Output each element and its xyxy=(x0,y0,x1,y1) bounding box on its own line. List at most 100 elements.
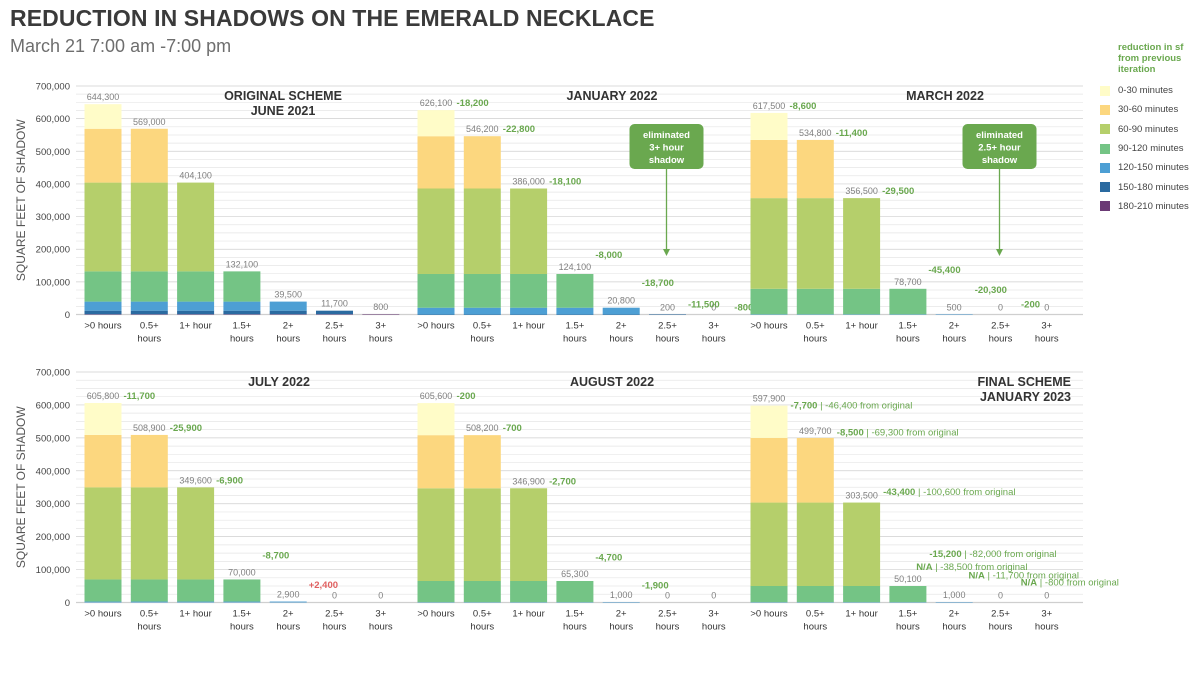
reduction-from-original: | -82,000 from original xyxy=(962,549,1057,560)
bar-total-label: 0 xyxy=(1044,591,1049,601)
bar-segment xyxy=(796,314,834,315)
bar-segment xyxy=(417,273,455,308)
y-tick-label: 200,000 xyxy=(36,245,70,256)
reduction-value: -800 xyxy=(734,303,753,314)
bar-segment xyxy=(843,314,881,315)
panel-title: JUNE 2021 xyxy=(251,104,316,118)
reduction-label: -18,700 xyxy=(642,278,674,289)
bar-segment xyxy=(750,586,788,603)
bar-segment xyxy=(417,188,455,274)
x-tick-label: hours xyxy=(230,622,254,633)
x-tick-label: hours xyxy=(369,622,393,633)
y-tick-label: 400,000 xyxy=(36,466,70,477)
reduction-from-original: | -100,600 from original xyxy=(915,487,1015,498)
x-tick-label: hours xyxy=(942,622,966,633)
reduction-label: -8,700 xyxy=(262,551,289,562)
x-tick-label: 1.5+ xyxy=(566,321,585,332)
reduction-label: N/A | -11,700 from original xyxy=(969,570,1080,581)
bar-segment xyxy=(84,182,122,272)
bar-total-label: 508,200 xyxy=(466,423,499,433)
bar-segment xyxy=(417,110,455,137)
reduction-value: -15,200 xyxy=(929,549,961,560)
bar-segment xyxy=(463,580,501,603)
legend-swatch xyxy=(1100,85,1110,96)
reduction-value: -8,000 xyxy=(595,250,622,261)
reduction-value: -18,700 xyxy=(642,278,674,289)
bar-segment xyxy=(843,288,881,315)
bar-segment xyxy=(417,136,455,189)
bar-segment xyxy=(84,434,122,488)
x-tick-label: hours xyxy=(803,622,827,633)
x-tick-label: hours xyxy=(896,622,920,633)
bar-total-label: 1,000 xyxy=(943,590,966,600)
bar-segment xyxy=(269,314,307,315)
bar-segment xyxy=(84,301,122,311)
legend-label: 120-150 minutes xyxy=(1118,162,1189,174)
x-tick-label: hours xyxy=(276,334,300,345)
bar-segment xyxy=(796,502,834,587)
bar-segment xyxy=(84,314,122,315)
reduction-label: -200 xyxy=(457,391,476,402)
bar-total-label: 0 xyxy=(1044,303,1049,313)
bar-segment xyxy=(84,601,122,603)
bar-segment xyxy=(935,314,973,315)
reduction-value: N/A xyxy=(916,562,933,573)
reduction-label: N/A | -800 from original xyxy=(1021,578,1119,589)
bar-segment xyxy=(750,502,788,587)
bar-total-label: 508,900 xyxy=(133,423,166,433)
bar-total-label: 11,700 xyxy=(321,299,348,309)
bar-segment xyxy=(935,602,973,603)
x-tick-label: hours xyxy=(1035,622,1059,633)
x-tick-label: hours xyxy=(369,334,393,345)
x-tick-label: 3+ xyxy=(708,321,719,332)
bar-segment xyxy=(510,273,548,308)
panel-title: ORIGINAL SCHEME xyxy=(224,89,342,103)
bar-segment xyxy=(463,602,501,603)
bar-segment xyxy=(130,271,168,302)
bar-total-label: 605,600 xyxy=(420,391,453,401)
x-tick-label: 3+ xyxy=(375,321,386,332)
bar-segment xyxy=(463,188,501,274)
bar-segment xyxy=(223,271,261,302)
x-tick-label: hours xyxy=(563,334,587,345)
y-tick-label: 100,000 xyxy=(36,565,70,576)
y-tick-label: 700,000 xyxy=(36,82,70,93)
bar-segment xyxy=(796,139,834,199)
y-tick-label: 500,000 xyxy=(36,433,70,444)
bar-total-label: 20,800 xyxy=(607,296,635,306)
x-tick-label: 2.5+ xyxy=(325,321,344,332)
legend-title: reduction in sf from previous iteration xyxy=(1118,42,1184,75)
bar-total-label: 1,000 xyxy=(610,590,633,600)
reduction-label: -29,500 xyxy=(882,186,914,197)
x-tick-label: 0.5+ xyxy=(140,609,159,620)
reduction-value: -11,500 xyxy=(688,300,720,311)
y-tick-label: 600,000 xyxy=(36,400,70,411)
y-tick-label: 100,000 xyxy=(36,277,70,288)
legend-label: 150-180 minutes xyxy=(1118,181,1189,193)
reduction-label: -18,200 xyxy=(457,98,489,109)
bar-total-label: 200 xyxy=(660,302,675,312)
bar-segment xyxy=(843,602,881,603)
bar-segment xyxy=(556,273,594,308)
bar-segment xyxy=(843,198,881,289)
reduction-label: -11,500 xyxy=(688,300,720,311)
reduction-label: -18,100 xyxy=(549,176,581,187)
bar-segment xyxy=(177,579,215,602)
bar-segment xyxy=(84,579,122,602)
reduction-value: -11,700 xyxy=(124,391,156,402)
reduction-label: -2,700 xyxy=(549,476,576,487)
y-tick-label: 400,000 xyxy=(36,179,70,190)
y-tick-label: 700,000 xyxy=(36,368,70,379)
bar-segment xyxy=(130,310,168,315)
bar-segment xyxy=(223,310,261,315)
y-tick-label: 300,000 xyxy=(36,499,70,510)
annotation-text: eliminated xyxy=(643,130,690,141)
x-tick-label: 2.5+ xyxy=(991,321,1010,332)
bar-total-label: 800 xyxy=(373,302,388,312)
bar-segment xyxy=(510,580,548,603)
x-tick-label: 1.5+ xyxy=(233,609,252,620)
reduction-from-original: | -46,400 from original xyxy=(817,401,912,412)
bar-total-label: 124,100 xyxy=(559,262,592,272)
bar-segment xyxy=(889,586,927,603)
